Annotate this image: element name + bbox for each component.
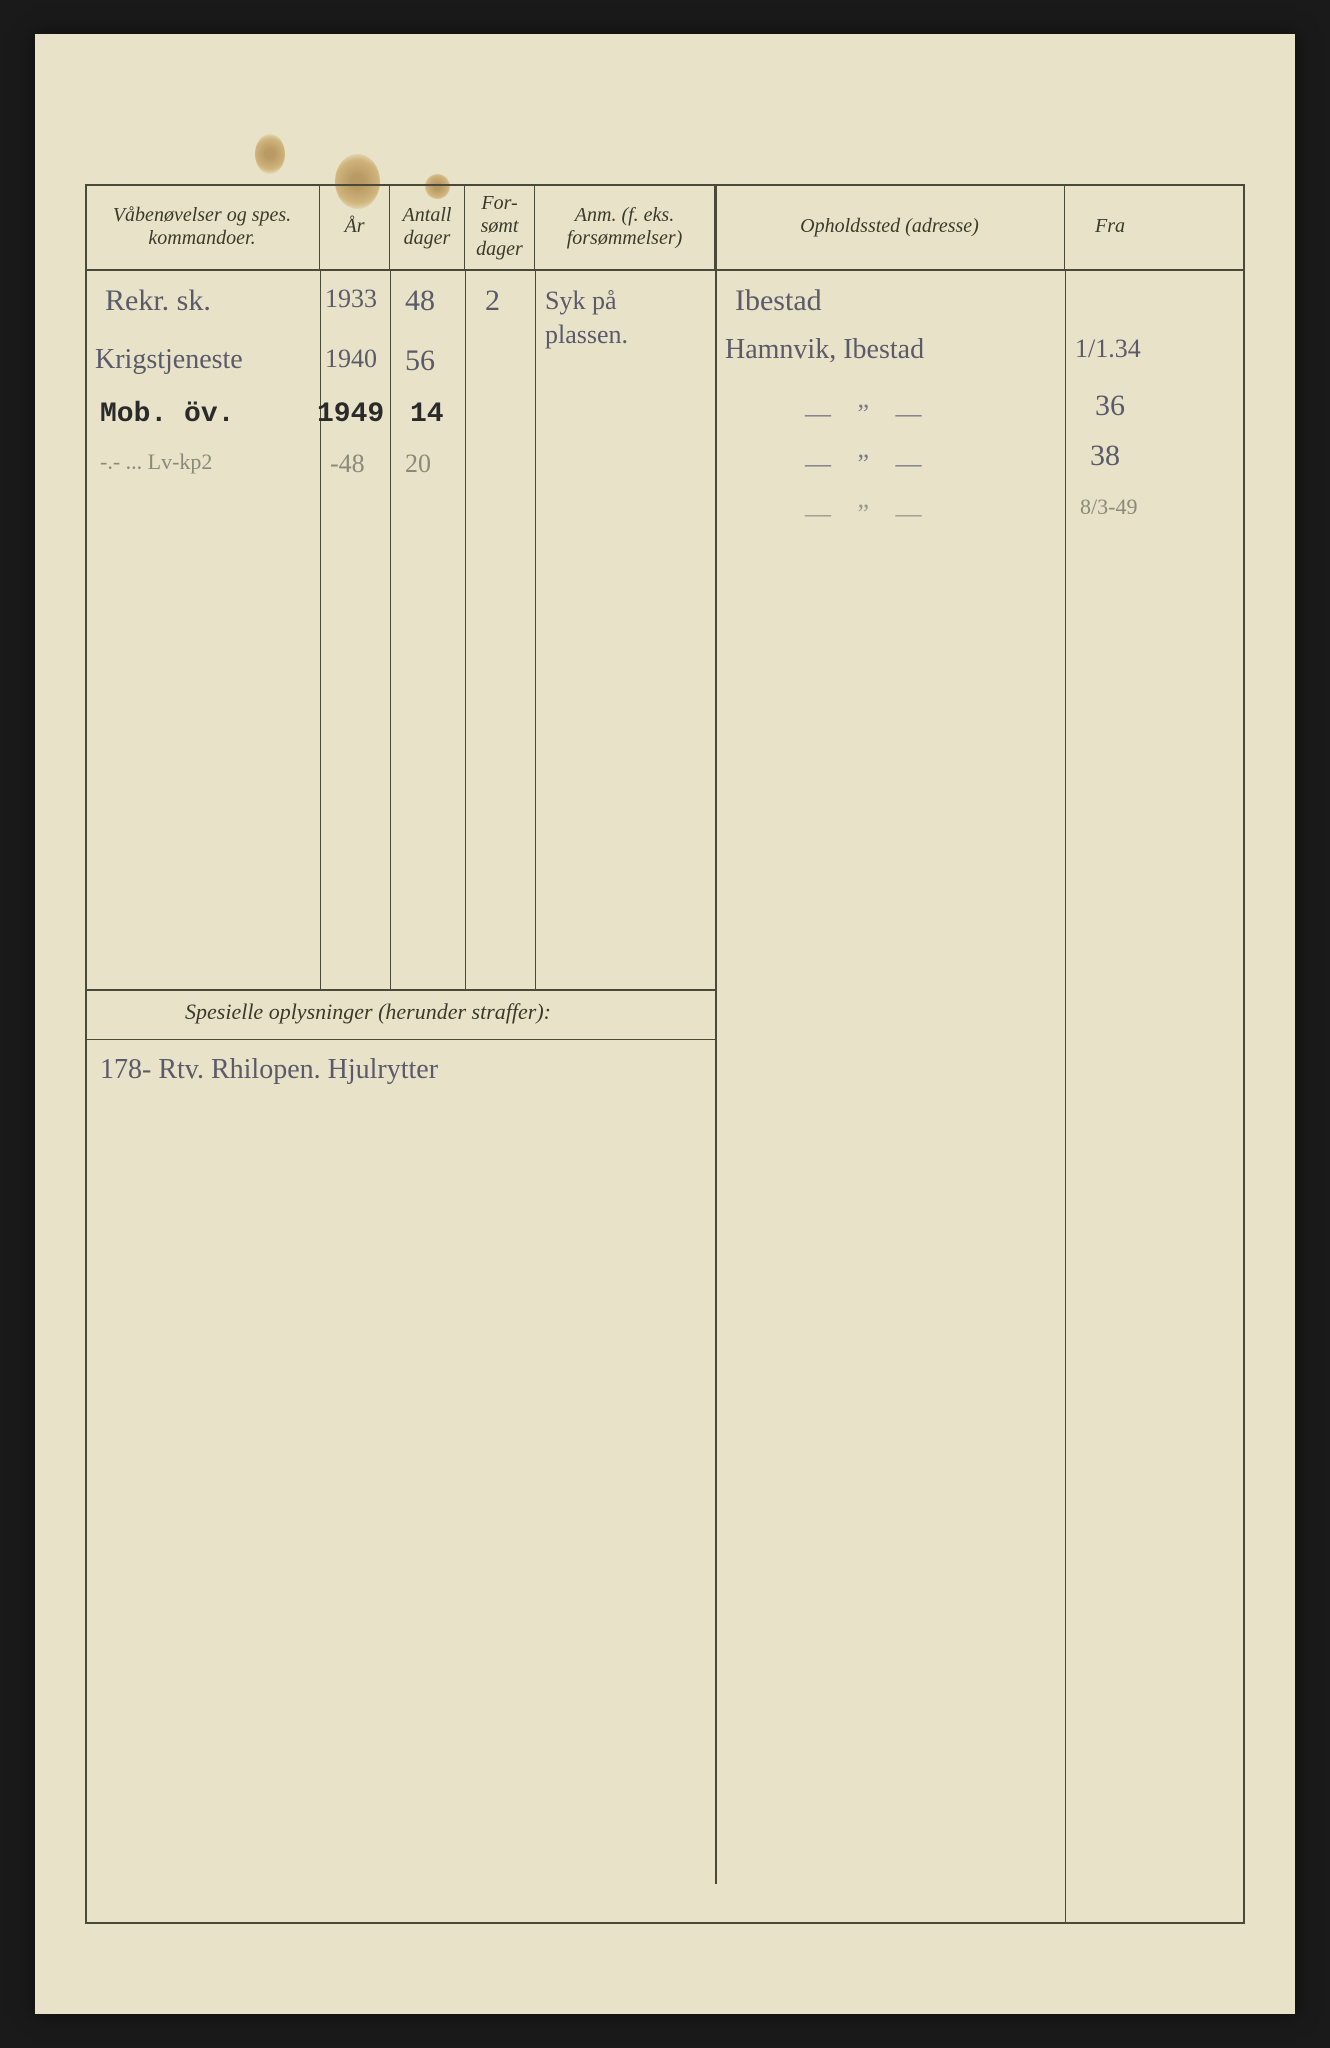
cell-ditto: — ” —: [805, 399, 932, 429]
special-info-entry: 178- Rtv. Rhilopen. Hjulrytter: [100, 1054, 438, 1086]
cell-year: 1933: [325, 284, 377, 314]
column-rule: [390, 269, 391, 989]
header-year: År: [320, 184, 390, 269]
column-rule: [1065, 269, 1066, 1924]
cell-days-typed: 14: [410, 399, 444, 430]
header-address: Opholdssted (adresse): [715, 184, 1065, 269]
section-divider: [85, 989, 715, 991]
cell-year-pencil: -48: [330, 449, 365, 479]
cell-from: 36: [1095, 389, 1125, 423]
table-header-row: Våbenøvelser og spes. kommandoer. År Ant…: [85, 184, 1245, 271]
cell-exercise-pencil: -.- ... Lv-kp2: [100, 449, 212, 475]
header-from: Fra: [1065, 184, 1155, 269]
header-exercises: Våbenøvelser og spes. kommandoer.: [85, 184, 320, 269]
header-notes: Anm. (f. eks. forsømmelser): [535, 184, 715, 269]
column-rule: [320, 269, 321, 989]
header-missed: For-sømt dager: [465, 184, 535, 269]
cell-address: Hamnvik, Ibestad: [725, 334, 924, 366]
cell-days: 48: [405, 284, 435, 318]
cell-from: 8/3-49: [1080, 494, 1137, 520]
cell-days-pencil: 20: [405, 449, 431, 479]
column-rule: [465, 269, 466, 989]
table-body: Rekr. sk. 1933 48 2 Syk på plassen. Ibes…: [85, 269, 1245, 1924]
cell-from: 1/1.34: [1075, 334, 1141, 364]
column-rule: [535, 269, 536, 989]
section-divider: [85, 1039, 715, 1040]
cell-missed: 2: [485, 284, 500, 318]
document-page: Våbenøvelser og spes. kommandoer. År Ant…: [35, 34, 1295, 2014]
cell-exercise: Rekr. sk.: [105, 284, 211, 318]
cell-year: 1940: [325, 344, 377, 374]
cell-days: 56: [405, 344, 435, 378]
column-rule: [715, 184, 717, 1884]
cell-exercise: Krigstjeneste: [95, 344, 243, 376]
special-info-label: Spesielle oplysninger (herunder straffer…: [185, 999, 685, 1025]
cell-address: Ibestad: [735, 284, 822, 318]
cell-ditto: — ” —: [805, 499, 932, 529]
cell-year-typed: 1949: [317, 399, 384, 430]
cell-ditto: — ” —: [805, 449, 932, 479]
cell-exercise-typed: Mob. öv.: [100, 399, 234, 430]
header-days: Antall dager: [390, 184, 465, 269]
stain-mark: [255, 134, 285, 174]
cell-note: Syk på plassen.: [545, 284, 705, 352]
record-card: Våbenøvelser og spes. kommandoer. År Ant…: [85, 94, 1245, 1964]
cell-from: 38: [1090, 439, 1120, 473]
